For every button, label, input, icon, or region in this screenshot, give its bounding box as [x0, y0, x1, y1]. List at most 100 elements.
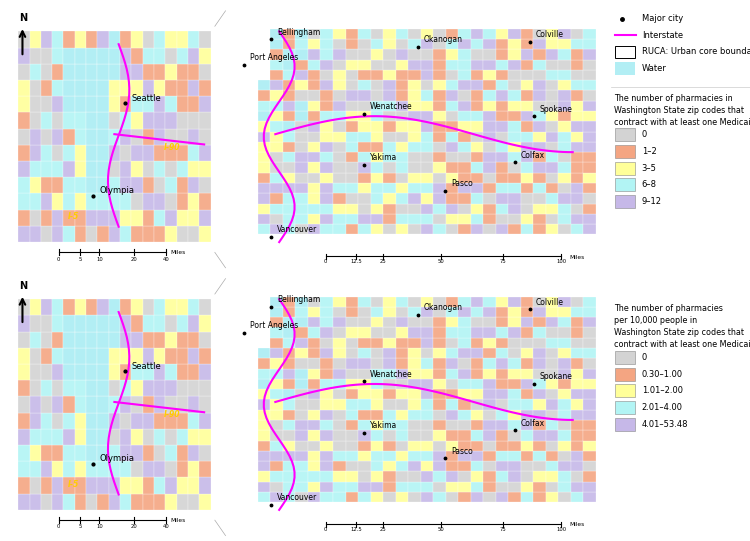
Bar: [308, 481, 320, 492]
Bar: [271, 193, 283, 203]
Bar: [120, 194, 131, 210]
Bar: [346, 410, 358, 420]
Bar: [200, 226, 211, 242]
Bar: [558, 111, 571, 121]
Bar: [165, 478, 176, 494]
Bar: [520, 49, 533, 60]
Bar: [520, 131, 533, 142]
Bar: [283, 492, 296, 502]
Text: Miles: Miles: [170, 518, 185, 523]
Bar: [616, 385, 634, 397]
Bar: [496, 131, 508, 142]
Bar: [370, 121, 383, 131]
Bar: [142, 194, 154, 210]
Bar: [53, 48, 64, 64]
Bar: [558, 173, 571, 183]
Bar: [520, 389, 533, 399]
Bar: [558, 389, 571, 399]
Bar: [496, 327, 508, 338]
Bar: [18, 31, 29, 48]
Bar: [320, 430, 333, 440]
Bar: [558, 399, 571, 410]
Bar: [296, 203, 308, 214]
Bar: [346, 183, 358, 193]
Bar: [40, 348, 53, 364]
Bar: [520, 368, 533, 379]
Bar: [520, 152, 533, 162]
Bar: [86, 413, 98, 429]
Bar: [395, 348, 408, 358]
Bar: [296, 70, 308, 80]
Bar: [142, 96, 154, 113]
Bar: [421, 399, 434, 410]
Bar: [520, 203, 533, 214]
Bar: [509, 389, 520, 399]
Bar: [308, 379, 320, 389]
Bar: [40, 429, 53, 445]
Bar: [496, 317, 508, 327]
Bar: [333, 440, 346, 451]
Bar: [283, 193, 296, 203]
Bar: [271, 142, 283, 152]
Bar: [558, 39, 571, 49]
Text: RUCA: Urban core boundaries: RUCA: Urban core boundaries: [642, 48, 750, 56]
Bar: [421, 152, 434, 162]
Bar: [142, 161, 154, 177]
Bar: [176, 397, 188, 413]
Text: 75: 75: [500, 260, 506, 265]
Bar: [40, 210, 53, 226]
Bar: [358, 29, 370, 39]
Bar: [584, 348, 596, 358]
Bar: [296, 183, 308, 193]
Bar: [18, 194, 29, 210]
Bar: [296, 39, 308, 49]
Bar: [520, 90, 533, 101]
Bar: [533, 338, 546, 348]
Bar: [546, 368, 558, 379]
Bar: [584, 193, 596, 203]
Bar: [358, 368, 370, 379]
Bar: [200, 96, 211, 113]
Bar: [421, 142, 434, 152]
Bar: [433, 471, 445, 481]
Bar: [558, 461, 571, 471]
Bar: [546, 162, 558, 173]
Bar: [154, 315, 165, 332]
Bar: [258, 90, 271, 101]
Bar: [533, 420, 546, 430]
Bar: [131, 210, 142, 226]
Bar: [616, 401, 634, 414]
Bar: [408, 131, 421, 142]
Bar: [370, 358, 383, 368]
Bar: [571, 90, 584, 101]
Bar: [296, 162, 308, 173]
Bar: [18, 461, 29, 478]
Bar: [509, 214, 520, 224]
Bar: [188, 129, 200, 145]
Bar: [358, 481, 370, 492]
Bar: [558, 70, 571, 80]
Bar: [29, 80, 40, 96]
Bar: [496, 214, 508, 224]
Bar: [446, 348, 458, 358]
Bar: [53, 96, 64, 113]
Bar: [533, 214, 546, 224]
Bar: [571, 131, 584, 142]
Bar: [258, 461, 271, 471]
Bar: [458, 471, 471, 481]
Bar: [533, 80, 546, 90]
Bar: [584, 358, 596, 368]
Bar: [395, 183, 408, 193]
Bar: [383, 131, 395, 142]
Bar: [154, 348, 165, 364]
Bar: [308, 29, 320, 39]
Bar: [571, 121, 584, 131]
Bar: [258, 492, 271, 502]
Bar: [346, 111, 358, 121]
Bar: [458, 338, 471, 348]
Bar: [383, 142, 395, 152]
Bar: [370, 224, 383, 234]
Bar: [53, 210, 64, 226]
Bar: [520, 492, 533, 502]
Bar: [446, 183, 458, 193]
